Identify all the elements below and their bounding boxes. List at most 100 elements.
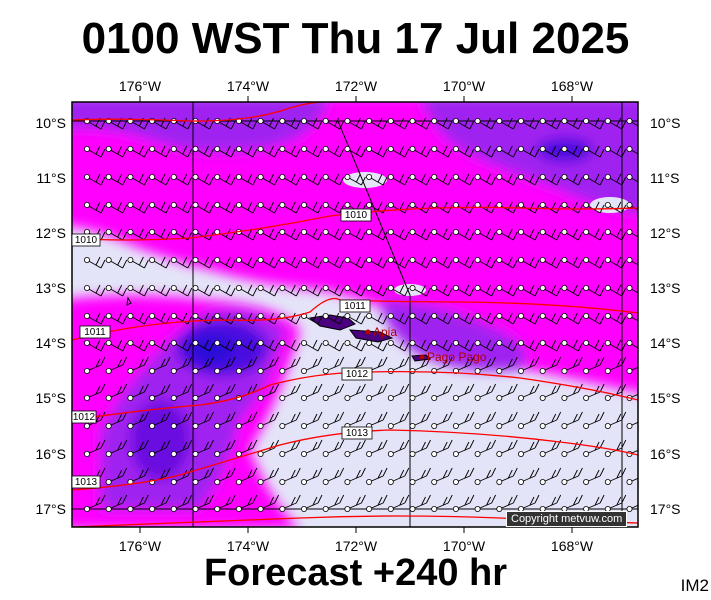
- wind-barb: [409, 312, 431, 325]
- wind-barb: [518, 117, 540, 130]
- wind-barb: [257, 339, 280, 352]
- wind-barb: [322, 284, 345, 297]
- wind-barb: [431, 383, 453, 401]
- lon-label-bottom: 172°W: [334, 538, 378, 554]
- wind-barb: [583, 411, 605, 429]
- wind-barb: [84, 494, 106, 512]
- wind-barb: [387, 439, 410, 457]
- wind-barb: [518, 145, 540, 158]
- wind-barb: [452, 201, 475, 214]
- wind-barb: [105, 173, 128, 186]
- wind-barb: [84, 256, 106, 269]
- wind-barb: [322, 467, 345, 485]
- wind-barb: [409, 117, 431, 130]
- lon-label-bottom: 168°W: [550, 538, 594, 554]
- wind-barb: [387, 494, 410, 512]
- wind-barb: [105, 312, 128, 325]
- wind-barb: [474, 467, 497, 485]
- wind-barb: [127, 173, 149, 186]
- wind-barb: [279, 494, 301, 512]
- wind-barb: [452, 284, 475, 297]
- wind-barb: [539, 339, 562, 352]
- wind-barb: [366, 117, 388, 130]
- wind-barb: [149, 145, 171, 158]
- wind-barb: [149, 383, 171, 401]
- wind-barb: [214, 284, 236, 297]
- wind-barb: [84, 145, 106, 158]
- rain-layer: [72, 102, 638, 527]
- wind-barb: [300, 173, 323, 186]
- wind-barb: [322, 256, 345, 269]
- wind-barb: [496, 439, 518, 457]
- wind-barb: [235, 145, 258, 158]
- wind-barb: [344, 383, 366, 401]
- wind-barb: [257, 117, 280, 130]
- wind-barb: [235, 173, 258, 186]
- wind-barb: [170, 383, 193, 401]
- wind-barb: [214, 411, 236, 429]
- lat-label-right: 14°S: [650, 335, 681, 351]
- wind-barb: [257, 228, 280, 241]
- wind-barb: [604, 383, 627, 401]
- wind-barb: [366, 228, 388, 241]
- wind-barb: [387, 201, 410, 214]
- rain-light-area: [343, 172, 387, 188]
- wind-barb: [409, 145, 431, 158]
- wind-barb: [344, 173, 366, 186]
- wind-barb: [279, 356, 301, 374]
- wind-barb: [214, 256, 236, 269]
- lat-label-right: 10°S: [650, 115, 681, 131]
- wind-barb: [387, 256, 410, 269]
- wind-barb: [192, 494, 214, 512]
- wind-barb: [170, 339, 193, 352]
- wind-barb: [561, 117, 583, 130]
- wind-barb: [127, 356, 149, 374]
- wind-barb: [626, 228, 638, 238]
- wind-barb: [626, 118, 638, 127]
- wind-barb: [518, 228, 540, 241]
- wind-barb: [496, 312, 518, 325]
- wind-barb: [518, 411, 540, 429]
- wind-barb: [387, 312, 410, 325]
- wind-barb: [344, 228, 366, 241]
- wind-barb: [452, 411, 475, 429]
- wind-barb: [561, 494, 583, 512]
- wind-barb: [431, 467, 453, 485]
- wind-barb: [496, 411, 518, 429]
- wind-barb: [539, 173, 562, 186]
- wind-barb: [518, 467, 540, 485]
- wind-barb: [214, 201, 236, 214]
- wind-barb: [452, 256, 475, 269]
- isobar-label: 1013: [346, 428, 369, 439]
- wind-barb: [539, 494, 562, 512]
- wind-barb: [127, 312, 149, 325]
- wind-barb: [257, 173, 280, 186]
- wind-barb: [518, 494, 540, 512]
- isobar-label-box: 1010: [71, 233, 101, 247]
- wind-barb: [279, 173, 301, 186]
- lon-label-top: 168°W: [550, 78, 594, 94]
- wind-barb: [583, 467, 605, 485]
- lon-label-bottom: 170°W: [442, 538, 486, 554]
- wind-barb: [300, 356, 323, 374]
- wind-barb: [344, 117, 366, 130]
- wind-barb: [300, 117, 323, 130]
- wind-barb: [431, 356, 453, 374]
- wind-barb: [561, 467, 583, 485]
- wind-barb: [170, 312, 193, 325]
- wind-barb: [279, 383, 301, 401]
- wind-barb: [214, 383, 236, 401]
- tick-marks: [139, 96, 573, 533]
- wind-barb: [387, 173, 410, 186]
- wind-barb: [452, 494, 475, 512]
- wind-barb: [105, 256, 128, 269]
- wind-barb: [409, 467, 431, 485]
- wind-barb: [431, 201, 453, 214]
- wind-barb: [604, 284, 627, 297]
- lon-label-bottom: 174°W: [226, 538, 270, 554]
- wind-barb: [105, 201, 128, 214]
- wind-barb: [474, 201, 497, 214]
- wind-barb: [387, 145, 410, 158]
- wind-barb: [235, 339, 258, 352]
- isobar-labels: 1010 1010 1011 1011 1012 1012 1013 1013: [71, 208, 373, 489]
